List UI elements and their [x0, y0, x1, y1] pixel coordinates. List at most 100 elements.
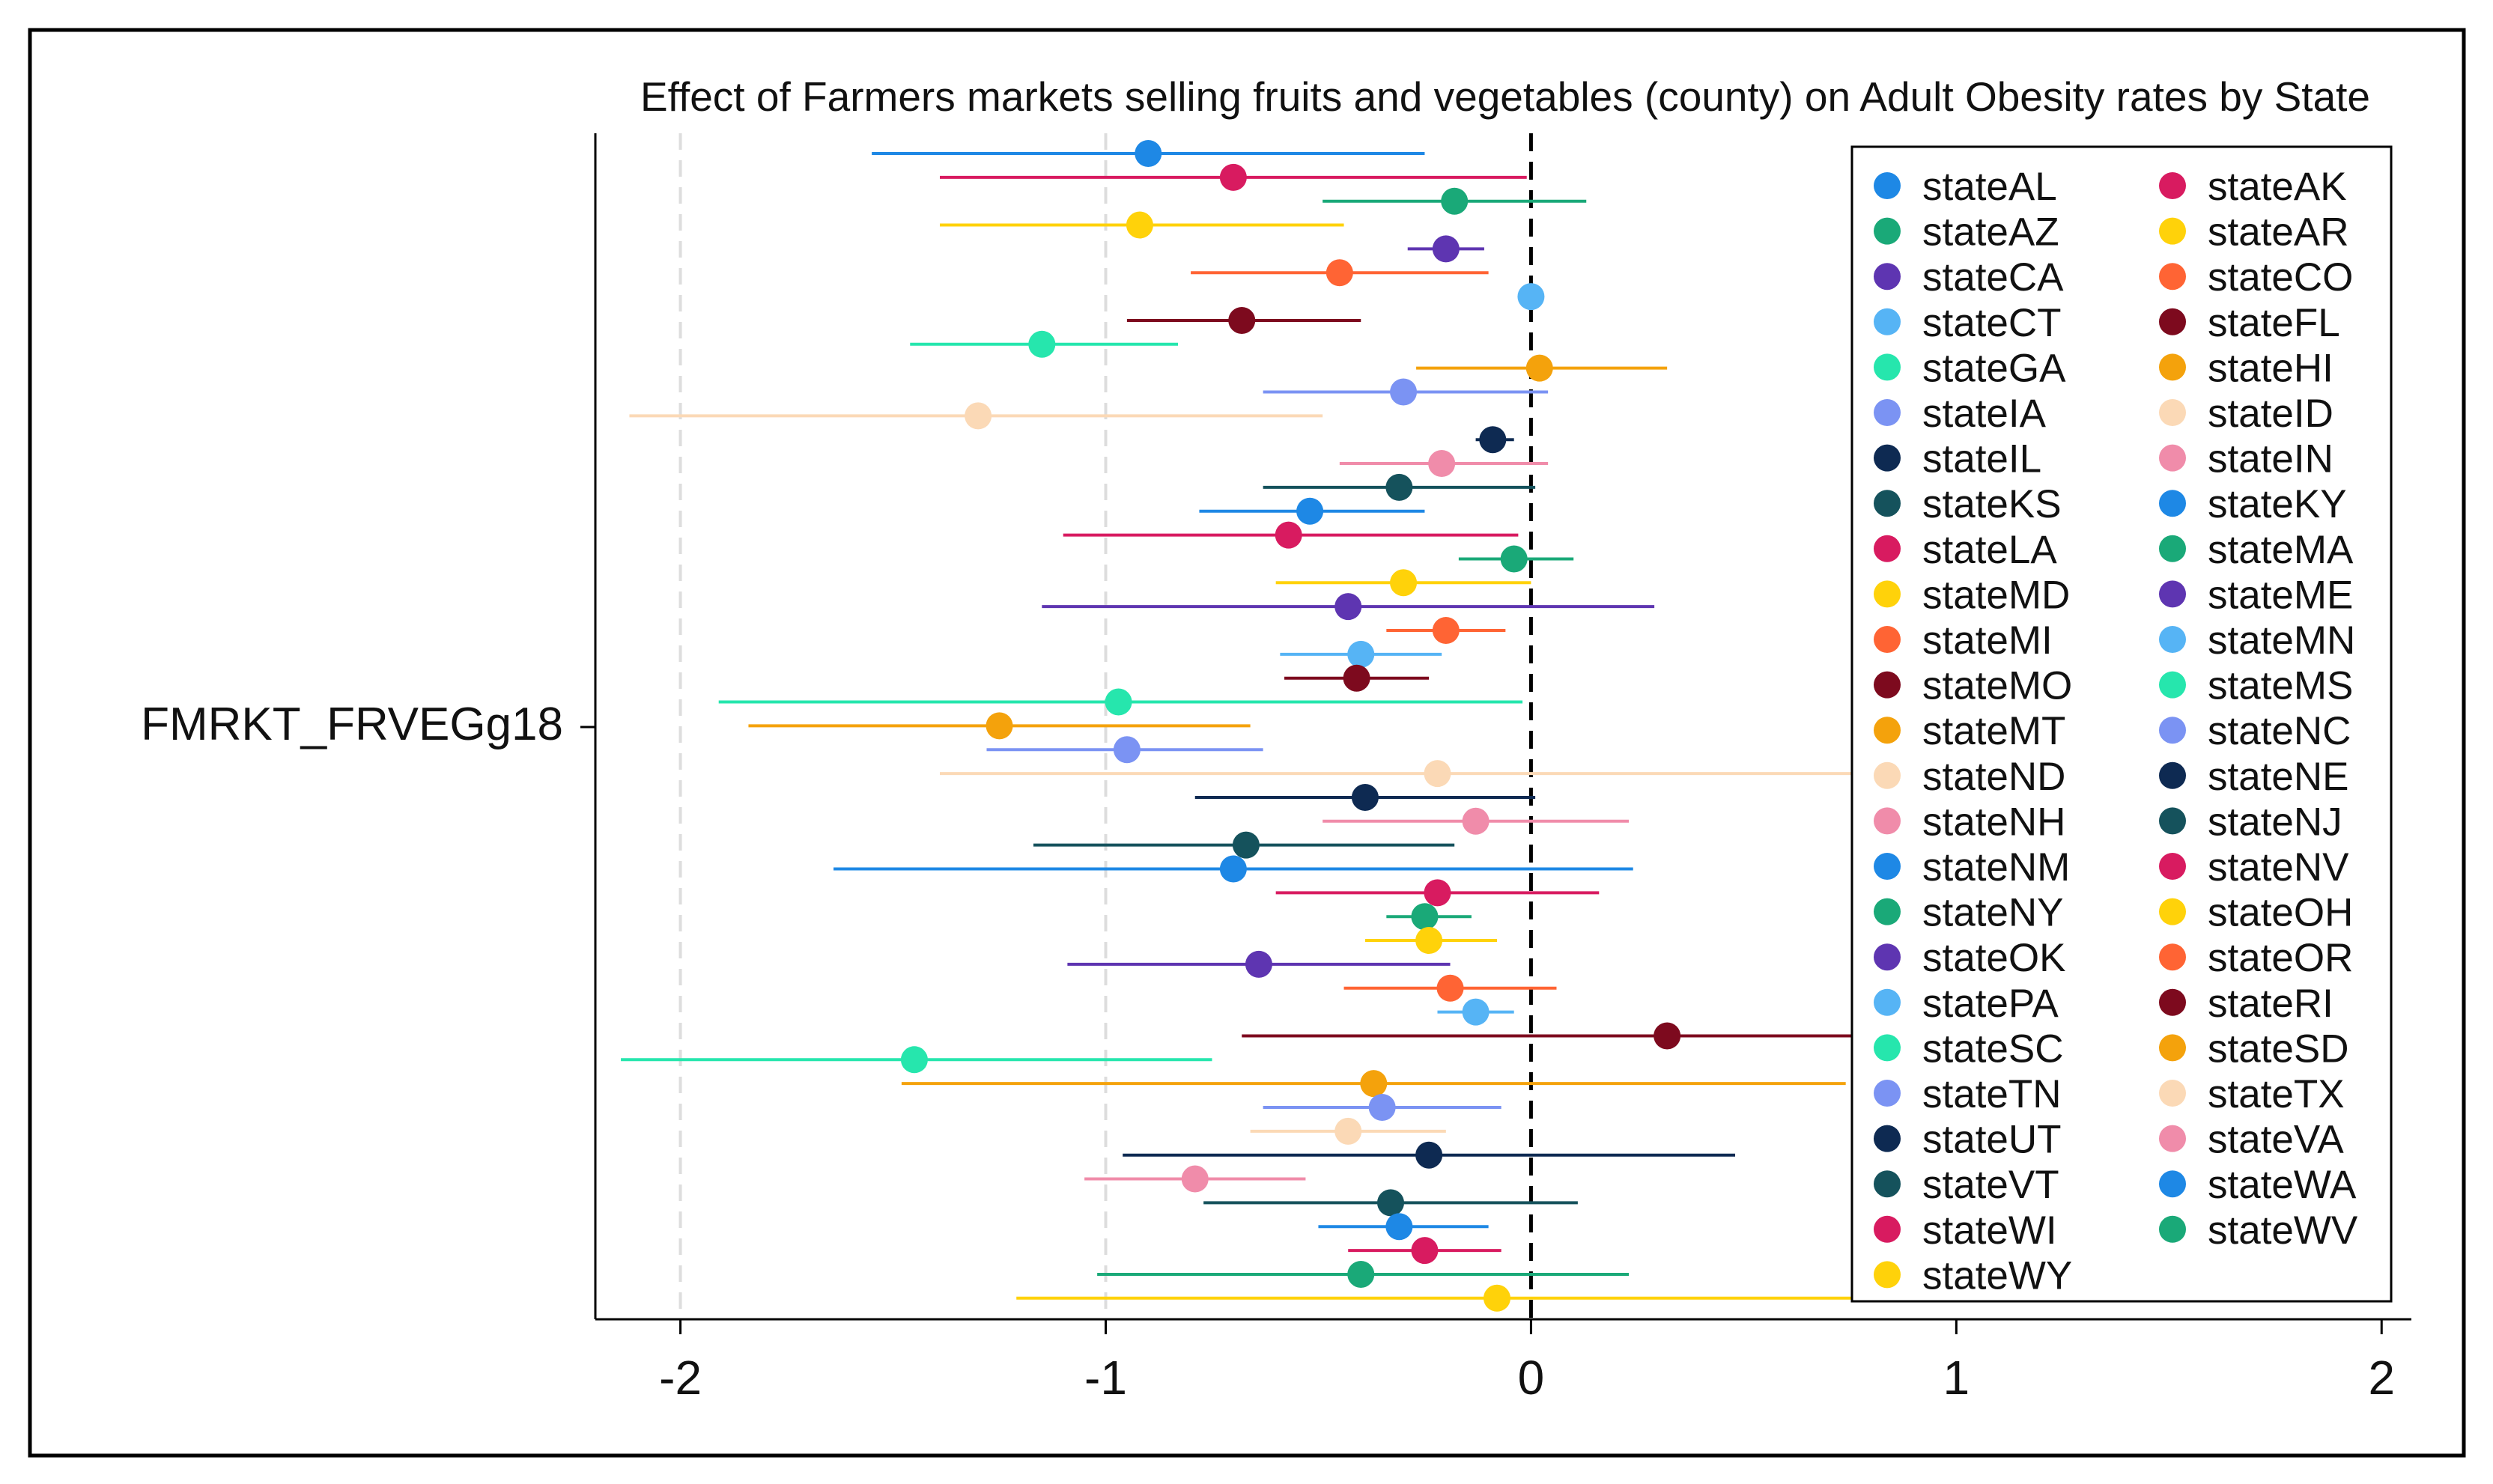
legend-marker-stateHI — [2159, 353, 2186, 381]
legend-label-stateMO: stateMO — [1922, 664, 2072, 708]
legend-marker-stateIA — [1874, 399, 1901, 426]
legend-label-stateCA: stateCA — [1922, 255, 2064, 299]
legend-box — [1850, 145, 2393, 1303]
point-stateNJ — [1232, 831, 1260, 859]
point-stateMI — [1432, 617, 1460, 644]
legend-label-stateFL: stateFL — [2208, 301, 2340, 345]
legend-marker-stateTX — [2159, 1080, 2186, 1107]
legend-label-stateWA: stateWA — [2208, 1163, 2357, 1207]
point-stateIA — [1390, 378, 1418, 406]
legend-marker-stateWY — [1874, 1261, 1901, 1289]
legend-marker-stateME — [2159, 580, 2186, 608]
legend-label-stateNC: stateNC — [2208, 709, 2351, 753]
chart-title: Effect of Farmers markets selling fruits… — [640, 73, 2370, 120]
x-tick-label: 2 — [2368, 1351, 2395, 1405]
legend-label-stateWV: stateWV — [2208, 1208, 2358, 1253]
point-stateNY — [1411, 903, 1439, 931]
point-stateRI — [1654, 1022, 1681, 1050]
point-stateOR — [1436, 974, 1464, 1002]
legend-marker-stateIL — [1874, 444, 1901, 472]
legend-marker-stateCO — [2159, 263, 2186, 291]
legend-label-stateGA: stateGA — [1922, 346, 2066, 390]
legend-label-stateOK: stateOK — [1922, 936, 2065, 980]
legend-label-stateNE: stateNE — [2208, 755, 2349, 799]
legend-marker-stateNV — [2159, 853, 2186, 880]
legend-marker-stateMD — [1874, 580, 1901, 608]
point-stateNH — [1462, 807, 1490, 835]
legend-marker-stateMN — [2159, 626, 2186, 653]
legend-label-stateLA: stateLA — [1922, 528, 2057, 572]
point-stateSC — [900, 1046, 928, 1074]
point-stateCT — [1517, 283, 1545, 311]
legend-marker-stateNE — [2159, 761, 2186, 789]
legend-label-stateMT: stateMT — [1922, 709, 2065, 753]
point-stateFL — [1228, 306, 1256, 334]
legend-marker-stateNY — [1874, 898, 1901, 925]
point-stateNM — [1219, 855, 1247, 883]
point-stateAZ — [1441, 187, 1469, 215]
point-stateGA — [1028, 330, 1056, 358]
point-stateCO — [1326, 259, 1353, 287]
legend-marker-stateID — [2159, 399, 2186, 426]
legend-marker-stateMI — [1874, 626, 1901, 653]
legend-marker-stateVT — [1874, 1170, 1901, 1198]
x-tick-label: -1 — [1084, 1351, 1127, 1405]
point-stateIL — [1479, 426, 1507, 454]
legend-marker-stateCT — [1874, 308, 1901, 335]
legend-marker-stateAR — [2159, 217, 2186, 245]
point-stateND — [1424, 760, 1451, 788]
point-stateNC — [1113, 736, 1141, 764]
legend-marker-stateLA — [1874, 535, 1901, 562]
legend-label-stateNY: stateNY — [1922, 891, 2064, 935]
legend-label-stateNV: stateNV — [2208, 845, 2349, 890]
legend-label-stateAL: stateAL — [1922, 165, 2057, 209]
legend-label-stateNJ: stateNJ — [2208, 800, 2342, 844]
legend-marker-stateMO — [1874, 671, 1901, 699]
point-stateSD — [1360, 1070, 1388, 1098]
point-stateME — [1334, 593, 1362, 621]
legend-marker-stateNC — [2159, 717, 2186, 744]
point-stateOH — [1415, 927, 1443, 955]
point-stateAK — [1219, 163, 1247, 191]
legend-marker-stateAL — [1874, 172, 1901, 199]
legend-marker-stateMT — [1874, 717, 1901, 744]
point-stateLA — [1275, 521, 1302, 549]
legend-label-stateOR: stateOR — [2208, 936, 2353, 980]
legend-label-stateME: stateME — [2208, 573, 2353, 617]
legend-label-stateRI: stateRI — [2208, 982, 2333, 1026]
legend-label-stateMS: stateMS — [2208, 664, 2353, 708]
legend-label-stateVA: stateVA — [2208, 1118, 2344, 1162]
legend-marker-stateIN — [2159, 444, 2186, 472]
point-stateAR — [1126, 211, 1153, 239]
point-stateWA — [1385, 1213, 1413, 1241]
legend-marker-stateRI — [2159, 988, 2186, 1016]
x-tick-label: 0 — [1518, 1351, 1545, 1405]
x-tick-label: -2 — [659, 1351, 702, 1405]
legend-label-statePA: statePA — [1922, 982, 2059, 1026]
point-stateCA — [1432, 235, 1460, 263]
point-stateID — [965, 402, 992, 430]
x-tick-label: 1 — [1943, 1351, 1970, 1405]
legend-label-stateWY: stateWY — [1922, 1253, 2072, 1298]
legend-label-stateWI: stateWI — [1922, 1208, 2057, 1253]
point-stateHI — [1525, 354, 1553, 382]
legend-label-stateSD: stateSD — [2208, 1027, 2349, 1071]
point-stateAL — [1135, 140, 1162, 167]
legend-marker-stateAK — [2159, 172, 2186, 199]
legend-marker-stateND — [1874, 761, 1901, 789]
legend-label-stateAZ: stateAZ — [1922, 210, 2059, 255]
point-stateOK — [1245, 950, 1272, 978]
legend-label-stateHI: stateHI — [2208, 346, 2333, 390]
legend-marker-stateUT — [1874, 1125, 1901, 1152]
legend-marker-stateWA — [2159, 1170, 2186, 1198]
legend-label-stateCT: stateCT — [1922, 301, 2062, 345]
point-stateMN — [1347, 640, 1375, 668]
point-stateKS — [1385, 473, 1413, 501]
legend-marker-stateKY — [2159, 490, 2186, 517]
point-stateWY — [1483, 1284, 1510, 1312]
legend-marker-stateSC — [1874, 1034, 1901, 1062]
legend-label-stateIN: stateIN — [2208, 437, 2333, 481]
point-stateNE — [1351, 783, 1379, 811]
point-stateMO — [1343, 664, 1370, 692]
